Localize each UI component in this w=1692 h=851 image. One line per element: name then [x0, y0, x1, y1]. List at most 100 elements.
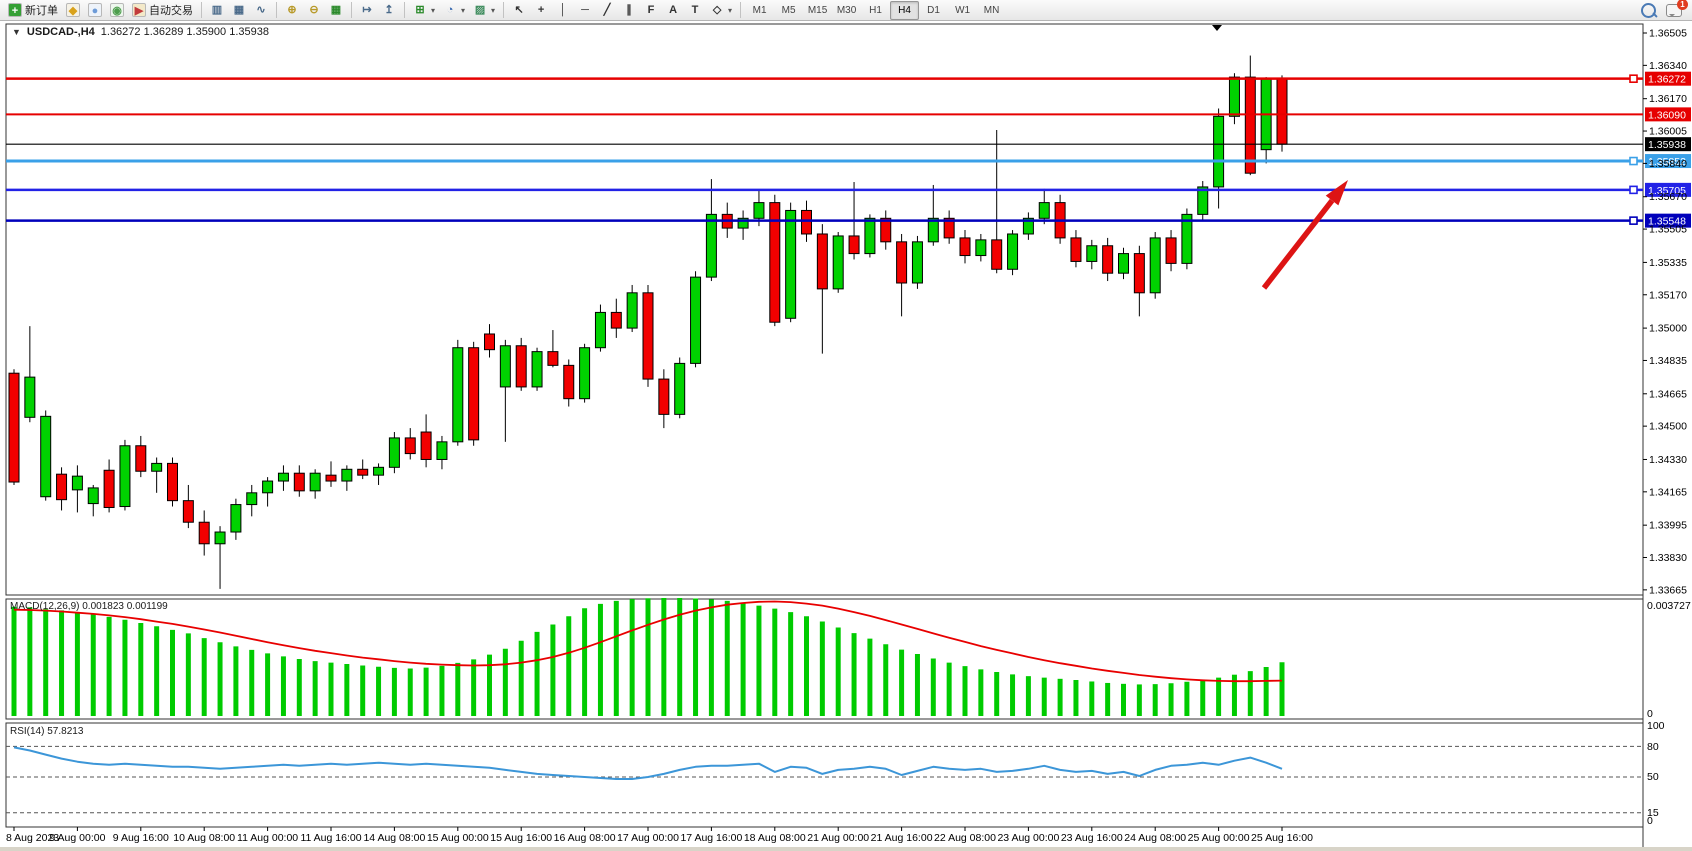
main-toolbar: + 新订单 ◆ ● ◉ ▶ 自动交易 ▥ ▦ ∿ ⊕ ⊖ ▦ ↦ ↥ ⊞ ▾ ◔ ▾ ▨ ▾ ↖ + │ ─ ╱ ∥ F A T ◇ ▾ M1 M… [0, 0, 1692, 21]
timeframe-w1-button[interactable]: W1 [955, 4, 971, 16]
tile-windows-icon: ▦ [330, 4, 342, 16]
search-button[interactable] [1641, 2, 1656, 18]
bull-candle [1038, 202, 1050, 219]
bull-candle [24, 376, 36, 418]
price-badge-1.36272 [1645, 71, 1691, 86]
line-endpoint-marker[interactable] [1629, 156, 1638, 166]
bear-candle [182, 500, 194, 523]
timeframe-d1-button[interactable]: D1 [927, 4, 940, 16]
ohlc-readout: 1.36272 1.36289 1.35900 1.35938 [100, 26, 269, 38]
auto-scroll-button[interactable]: ↦ [356, 0, 378, 20]
price-tick-label: 1.35670 [1649, 191, 1687, 203]
timeframe-m5-button[interactable]: M5 [781, 4, 796, 16]
time-tick-label: 18 Aug 08:00 [744, 832, 806, 844]
line-endpoint-marker[interactable] [1629, 74, 1638, 83]
price-tick-label: 1.35170 [1649, 289, 1687, 301]
trendline-button[interactable]: ╱ [596, 0, 618, 20]
candlestick-chart-icon: ▦ [233, 4, 245, 16]
templates-icon: ▨ [474, 4, 486, 16]
zoom-out-button[interactable]: ⊖ [303, 0, 325, 20]
line-endpoint-marker[interactable] [1629, 216, 1638, 225]
bull-candle [436, 441, 448, 460]
zoom-in-icon: ⊕ [287, 4, 297, 16]
rsi-tick-label: 50 [1647, 771, 1659, 783]
price-tick-label: 1.36340 [1649, 60, 1687, 72]
crosshair-button[interactable]: + [530, 0, 552, 20]
time-tick-label: 22 Aug 08:00 [934, 832, 996, 844]
indicators-caret-icon[interactable]: ▾ [431, 5, 436, 15]
trend-arrow-annotation[interactable] [1261, 198, 1335, 290]
line-chart-button[interactable]: ∿ [250, 0, 272, 20]
arrows-tool-button[interactable]: ◇ ▾ [706, 0, 736, 20]
candlestick-chart-button[interactable]: ▦ [228, 0, 250, 20]
text-label-button[interactable]: T [684, 0, 706, 20]
oneclick-trading-caret[interactable]: ▼ [12, 27, 21, 37]
price-tick-label: 1.33665 [1649, 584, 1687, 596]
fibonacci-icon: F [647, 4, 655, 16]
time-tick-label: 11 Aug 16:00 [300, 832, 361, 844]
community-icon: ● [88, 3, 102, 17]
bull-candle [674, 362, 686, 415]
mql-market-button[interactable]: ◆ [62, 0, 84, 20]
timeframe-m30-button[interactable]: M30 [836, 4, 857, 16]
line-endpoint-marker[interactable] [1629, 185, 1638, 195]
macd-indicator-label: MACD(12,26,9) 0.001823 0.001199 [10, 601, 168, 612]
bull-candle [864, 217, 876, 255]
cursor-icon: ↖ [514, 4, 524, 16]
bull-candle [246, 492, 258, 506]
tile-windows-button[interactable]: ▦ [325, 0, 347, 20]
cursor-button[interactable]: ↖ [508, 0, 530, 20]
toolbar-separator [351, 2, 352, 18]
bull-candle [1213, 115, 1225, 188]
vertical-line-button[interactable]: │ [552, 0, 574, 20]
bear-candle [56, 473, 68, 501]
bear-candle [1102, 245, 1114, 274]
timeframe-mn-button[interactable]: MN [983, 4, 1000, 16]
zoom-in-button[interactable]: ⊕ [281, 0, 303, 20]
line-chart-icon: ∿ [256, 4, 266, 16]
bull-candle [119, 445, 131, 508]
bull-candle [71, 475, 83, 491]
rsi-indicator-label: RSI(14) 57.8213 [10, 726, 84, 737]
price-badge-text: 1.36090 [1648, 109, 1686, 121]
bull-candle [705, 213, 717, 278]
community-button[interactable]: ● [84, 0, 106, 20]
bear-candle [896, 241, 908, 284]
chart-shift-marker-icon[interactable] [1212, 25, 1222, 31]
indicators-button[interactable]: ⊞ ▾ [409, 0, 439, 20]
mql-market-icon: ◆ [66, 3, 80, 17]
bear-candle [563, 364, 575, 400]
toolbar-separator [740, 2, 742, 18]
timeframe-h4-button[interactable]: H4 [890, 0, 920, 20]
periods-button[interactable]: ◔ ▾ [439, 0, 469, 20]
timeframe-m1-button[interactable]: M1 [752, 4, 767, 16]
text-button[interactable]: A [662, 0, 684, 20]
arrows-tool-caret-icon[interactable]: ▾ [728, 5, 733, 15]
horizontal-line-button[interactable]: ─ [574, 0, 596, 20]
bull-candle [1022, 217, 1034, 235]
bar-chart-button[interactable]: ▥ [206, 0, 228, 20]
notifications-button[interactable]: 1 [1666, 0, 1688, 17]
autotrading-button[interactable]: ▶ 自动交易 [128, 0, 197, 20]
time-tick-label: 9 Aug 00:00 [49, 832, 105, 844]
chart-shift-button[interactable]: ↥ [378, 0, 400, 20]
price-badge-1.35938 [1645, 137, 1691, 152]
time-tick-label: 23 Aug 00:00 [997, 832, 1059, 844]
templates-button[interactable]: ▨ ▾ [469, 0, 499, 20]
fibonacci-button[interactable]: F [640, 0, 662, 20]
chart-symbol-title: ▼ USDCAD-,H4 1.36272 1.36289 1.35900 1.3… [12, 26, 269, 38]
timeframe-h1-button[interactable]: H1 [869, 4, 882, 16]
signals-button[interactable]: ◉ [106, 0, 128, 20]
trend-arrow-head [1325, 180, 1348, 206]
periods-icon: ◔ [446, 4, 454, 16]
new-order-button[interactable]: + 新订单 [4, 0, 62, 20]
timeframe-m15-button[interactable]: M15 [807, 4, 828, 16]
periods-caret-icon[interactable]: ▾ [461, 5, 466, 15]
templates-caret-icon[interactable]: ▾ [491, 5, 496, 15]
equidistant-channel-button[interactable]: ∥ [618, 0, 640, 20]
bear-candle [468, 347, 480, 441]
bull-candle [151, 462, 163, 472]
rsi-tick-label: 100 [1647, 720, 1665, 732]
price-tick-label: 1.34500 [1649, 421, 1687, 433]
